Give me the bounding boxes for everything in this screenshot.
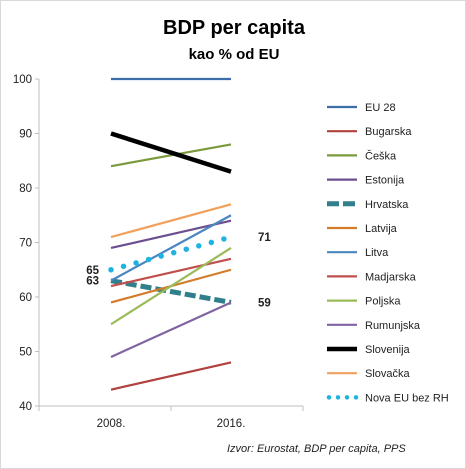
legend-label: Bugarska	[365, 126, 412, 138]
legend-label: Madjarska	[365, 271, 417, 283]
y-tick-label: 50	[19, 347, 32, 359]
legend-label: Hrvatska	[365, 199, 409, 211]
series-line-hrvatska	[110, 278, 232, 305]
series-line-madjarska	[110, 257, 232, 288]
series-line-ceska	[110, 143, 232, 168]
legend-label: Estonija	[365, 175, 405, 187]
series-line-slovacka	[110, 203, 232, 239]
series-line-slovenija	[110, 131, 232, 174]
series-line-nova-eu-bez-rh	[108, 234, 234, 273]
legend-label: Litva	[365, 247, 389, 259]
legend-label: Latvija	[365, 223, 398, 235]
legend-label: Slovenija	[365, 344, 411, 356]
x-tick-label: 2008.	[97, 418, 126, 430]
series-line-litva	[110, 214, 232, 282]
series-line-bugarska	[110, 361, 232, 391]
y-tick-label: 70	[19, 238, 32, 250]
data-label: 65	[86, 265, 99, 277]
legend-label: Rumunjska	[365, 320, 421, 332]
chart-title: BDP per capita	[163, 17, 306, 39]
chart-subtitle: kao % od EU	[189, 46, 280, 63]
series-line-rumunjska	[110, 301, 232, 358]
y-tick-label: 60	[19, 292, 32, 304]
data-label: 71	[258, 232, 271, 244]
data-label: 63	[86, 276, 99, 288]
y-tick-label: 100	[13, 74, 32, 86]
axes: 40 50 60 70 80 90 100 2008. 2016.	[13, 74, 304, 430]
legend-label: EU 28	[365, 102, 396, 114]
series-layer	[108, 77, 234, 391]
legend: EU 28 Bugarska Češka Estonija Hrvatska Latvij…	[326, 102, 449, 404]
data-label: 59	[258, 297, 271, 309]
y-tick-label: 40	[19, 401, 32, 413]
legend-label: Poljska	[365, 296, 401, 308]
series-line-poljska	[110, 247, 232, 326]
legend-label: Nova EU bez RH	[365, 392, 449, 404]
x-tick-label: 2016.	[217, 418, 246, 430]
legend-label: Češka	[365, 149, 397, 162]
source-note: Izvor: Eurostat, BDP per capita, PPS	[227, 443, 406, 455]
legend-label: Slovačka	[365, 368, 411, 380]
y-tick-label: 80	[19, 183, 32, 195]
y-tick-label: 90	[19, 129, 32, 141]
